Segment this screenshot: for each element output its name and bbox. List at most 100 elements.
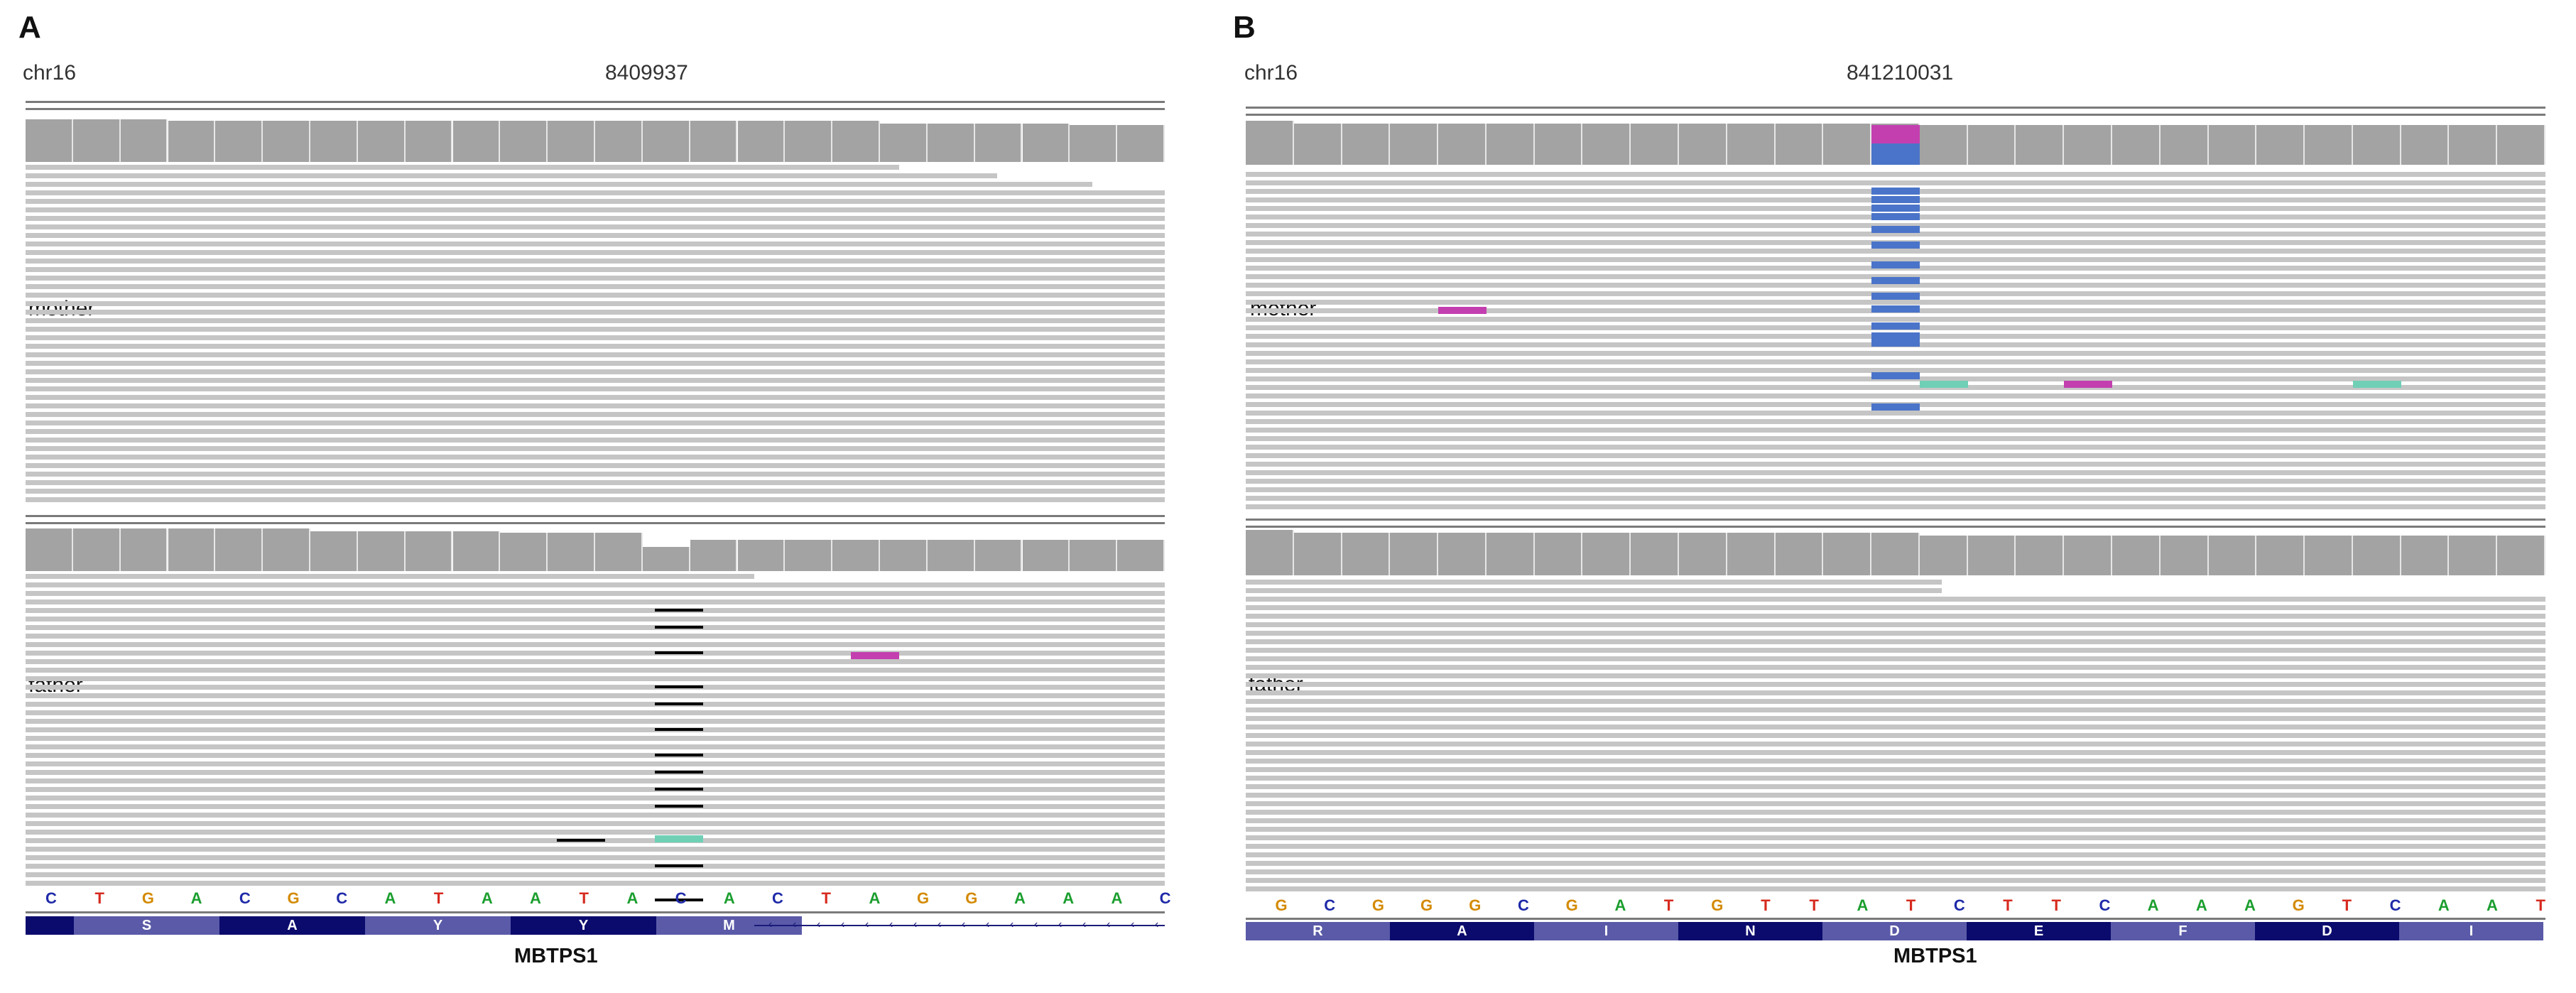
strand-arrow-icon: ‹ [1058, 918, 1063, 930]
read [26, 284, 1165, 289]
coverage-bar [785, 540, 833, 571]
coverage-bar [642, 547, 690, 571]
read [26, 318, 1165, 323]
coverage-bar [2208, 536, 2257, 575]
coverage-bar [1070, 125, 1118, 162]
read [1246, 767, 2545, 772]
chromosome-label: chr16 [1244, 61, 1298, 85]
read [26, 352, 1165, 357]
strand-arrow-icon: ‹ [1010, 918, 1014, 930]
base-G: G [1711, 896, 1724, 914]
alignment-track-mother[interactable]: mother [1246, 119, 2545, 517]
strand-arrow-icon: ‹ [1034, 918, 1038, 930]
amino-acid: A [1390, 922, 1534, 940]
base-G: G [141, 889, 154, 907]
read [26, 676, 1165, 681]
read [1246, 750, 2545, 755]
read [26, 207, 1165, 212]
coverage-bar [880, 124, 928, 162]
coverage-bar [548, 533, 595, 571]
read [26, 190, 1165, 195]
strand-arrow-icon: ‹ [817, 918, 821, 930]
read [26, 199, 1165, 204]
read [26, 617, 1165, 622]
coverage-bar [1582, 533, 1631, 575]
coverage-bar [2256, 125, 2305, 165]
coverage-bar [2112, 125, 2161, 165]
read [26, 855, 1165, 860]
read [26, 182, 1092, 187]
coverage-bar [310, 531, 358, 571]
gene-track[interactable]: S A Y Y M ‹ ‹ ‹ ‹ ‹ ‹ ‹ ‹ ‹ ‹ ‹ ‹ ‹ ‹ ‹ ‹ ‹ [26, 916, 1165, 935]
read [1246, 172, 2545, 177]
base-T: T [2051, 896, 2061, 914]
read [1246, 861, 2545, 866]
read [1246, 844, 2545, 849]
read [1246, 869, 2545, 874]
amino-acid: A [219, 916, 365, 935]
alignment-track-father[interactable]: father [26, 527, 1165, 901]
coverage-bar [215, 121, 263, 162]
read [26, 267, 1165, 272]
base-C: C [336, 889, 348, 907]
base-C: C [45, 889, 57, 907]
read [1246, 496, 2545, 501]
mismatch-C [1871, 372, 1920, 379]
read [1246, 274, 2545, 279]
alignment-track-mother[interactable]: mother [26, 114, 1165, 511]
read [1246, 699, 2545, 704]
read [1246, 665, 2545, 670]
read [26, 778, 1165, 783]
panel-b: B chr16 841210031 mother father GCGGGCGA… [1222, 0, 2576, 993]
read [26, 489, 1165, 494]
coverage-bar [26, 528, 73, 571]
coverage-bar [120, 528, 168, 571]
coverage-bar [1438, 533, 1487, 575]
read [1246, 317, 2545, 322]
base-T: T [1809, 896, 1819, 914]
read [26, 804, 1165, 809]
read [26, 787, 1165, 792]
read [26, 761, 1165, 766]
amino-acid: D [1822, 922, 1967, 940]
coverage-bar [642, 121, 690, 162]
coverage-bar [974, 540, 1023, 571]
coverage-bar [1342, 124, 1391, 165]
base-C: C [1159, 889, 1171, 907]
amino-acid: N [1678, 922, 1822, 940]
read [26, 719, 1165, 724]
ruler-line [1246, 114, 2545, 116]
coverage-bar [927, 540, 975, 571]
strand-arrow-icon: ‹ [1155, 918, 1159, 930]
mismatch-A [2352, 381, 2401, 388]
read [26, 821, 1165, 826]
coverage-bar [974, 124, 1023, 162]
read [26, 625, 1165, 630]
read [1246, 622, 2545, 627]
coverage-bar [2016, 125, 2065, 165]
coverage-bar [357, 531, 406, 571]
coverage-bar [2449, 536, 2498, 575]
base-T: T [2342, 896, 2352, 914]
read [1246, 419, 2545, 424]
alignment-track-father[interactable]: father [1246, 528, 2545, 898]
sequence-divider [26, 911, 1165, 913]
base-T: T [2003, 896, 2013, 914]
amino-acid: I [2399, 922, 2543, 940]
amino-acid: Y [365, 916, 511, 935]
mismatch-C [1871, 242, 1920, 249]
coverage-bar [1022, 540, 1070, 571]
mismatch-G [851, 652, 899, 659]
coverage-bar [500, 533, 548, 571]
read [26, 403, 1165, 408]
ruler-line [26, 108, 1165, 110]
coverage-bar [1631, 533, 1679, 575]
base-T: T [1906, 896, 1916, 914]
read [26, 693, 1165, 698]
read [1246, 886, 2545, 891]
coverage-bar [2352, 125, 2401, 165]
coverage-bar [2352, 536, 2401, 575]
read [26, 335, 1165, 340]
amino-acid: D [2255, 922, 2399, 940]
